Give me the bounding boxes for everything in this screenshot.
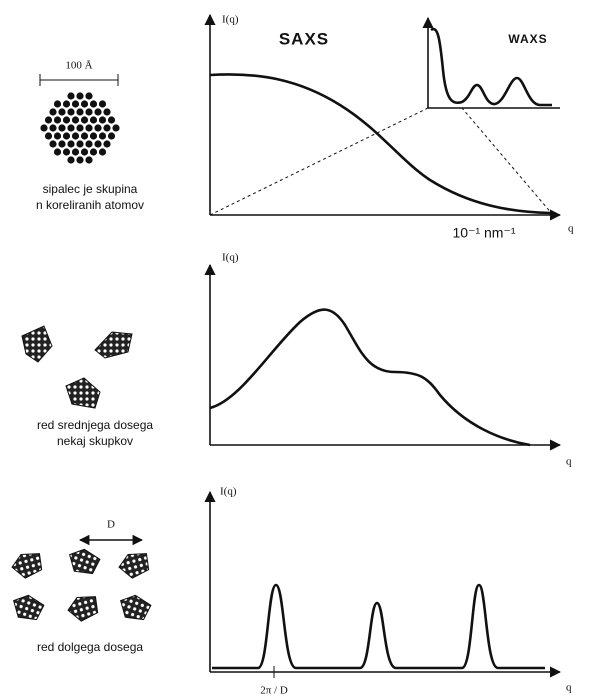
atom: [85, 156, 92, 163]
scale-label: 100 Å: [65, 60, 92, 72]
intensity-curve: [210, 310, 530, 445]
atom: [81, 100, 88, 107]
saxs-label: SAXS: [279, 29, 329, 48]
atom: [63, 100, 70, 107]
atom: [76, 140, 83, 147]
atom: [99, 116, 106, 123]
cluster-blob: [9, 591, 45, 624]
atom: [103, 124, 110, 131]
panel-medium-order: I(q) q red srednjega dosega nekaj skupko…: [22, 252, 572, 468]
atom: [54, 132, 61, 139]
atom: [67, 108, 74, 115]
atom: [72, 100, 79, 107]
atom: [108, 116, 115, 123]
cluster-blob: [95, 332, 132, 358]
atom: [58, 108, 65, 115]
zoom-line: [210, 108, 428, 215]
atom: [90, 132, 97, 139]
atom: [49, 140, 56, 147]
atom: [76, 156, 83, 163]
y-label: I(q): [222, 14, 239, 26]
atom: [81, 116, 88, 123]
panel-long-order: I(q) q 2π / D D red dolgega dosega: [9, 486, 572, 697]
atom: [67, 156, 74, 163]
atom: [85, 124, 92, 131]
saxs-curve: [210, 74, 550, 213]
atom: [67, 92, 74, 99]
atom: [54, 100, 61, 107]
y-label: I(q): [222, 252, 239, 264]
atom: [72, 148, 79, 155]
atom: [85, 140, 92, 147]
atom: [99, 100, 106, 107]
cluster-lattice: [9, 545, 152, 624]
cluster-blob: [9, 550, 44, 581]
figure: I(q) SAXS WAXS 10⁻¹ nm⁻¹ q 100 Å sipalec…: [0, 0, 602, 700]
atom: [63, 148, 70, 155]
atom: [76, 108, 83, 115]
atom: [49, 124, 56, 131]
peak-label: 2π / D: [260, 685, 288, 697]
atom: [54, 116, 61, 123]
caption: red srednjega dosega: [37, 418, 153, 432]
cluster-blob: [65, 545, 101, 578]
cluster-blob: [116, 550, 151, 581]
atom: [40, 124, 47, 131]
atom: [99, 132, 106, 139]
atom: [108, 132, 115, 139]
atom: [63, 116, 70, 123]
atom: [49, 108, 56, 115]
cluster-blob: [66, 378, 100, 408]
page: I(q) SAXS WAXS 10⁻¹ nm⁻¹ q 100 Å sipalec…: [0, 0, 602, 700]
x-label: q: [568, 223, 574, 235]
cluster-blob: [65, 593, 100, 624]
atom: [72, 116, 79, 123]
atom: [76, 124, 83, 131]
atom: [58, 140, 65, 147]
atom: [67, 124, 74, 131]
atom: [72, 132, 79, 139]
atom: [63, 132, 70, 139]
intensity-curve: [212, 585, 545, 668]
caption: red dolgega dosega: [37, 640, 143, 654]
atom: [94, 140, 101, 147]
atom: [112, 124, 119, 131]
atom: [54, 148, 61, 155]
atom: [90, 100, 97, 107]
cluster-blob: [116, 591, 152, 624]
atom: [76, 92, 83, 99]
atom: [99, 148, 106, 155]
atom: [94, 108, 101, 115]
atom: [103, 140, 110, 147]
panel-saxs: I(q) SAXS WAXS 10⁻¹ nm⁻¹ q 100 Å sipalec…: [36, 14, 574, 241]
caption: sipalec je skupina: [43, 182, 138, 196]
atom: [58, 124, 65, 131]
atom-cluster: [40, 92, 119, 163]
x-label: q: [566, 682, 572, 694]
atom: [94, 124, 101, 131]
spacing-label: D: [107, 519, 115, 531]
atom: [45, 132, 52, 139]
atom: [81, 148, 88, 155]
atom: [90, 148, 97, 155]
atom: [103, 108, 110, 115]
zoom-line: [462, 108, 553, 215]
x-unit: 10⁻¹ nm⁻¹: [452, 225, 515, 241]
atom: [81, 132, 88, 139]
waxs-label: WAXS: [508, 32, 547, 46]
caption: nekaj skupkov: [57, 434, 133, 448]
atom: [90, 116, 97, 123]
x-label: q: [566, 456, 572, 468]
caption: n koreliranih atomov: [36, 198, 144, 212]
y-label: I(q): [220, 486, 237, 498]
cluster-blob: [22, 326, 52, 362]
atom: [67, 140, 74, 147]
atom: [85, 92, 92, 99]
atom: [45, 116, 52, 123]
atom: [85, 108, 92, 115]
